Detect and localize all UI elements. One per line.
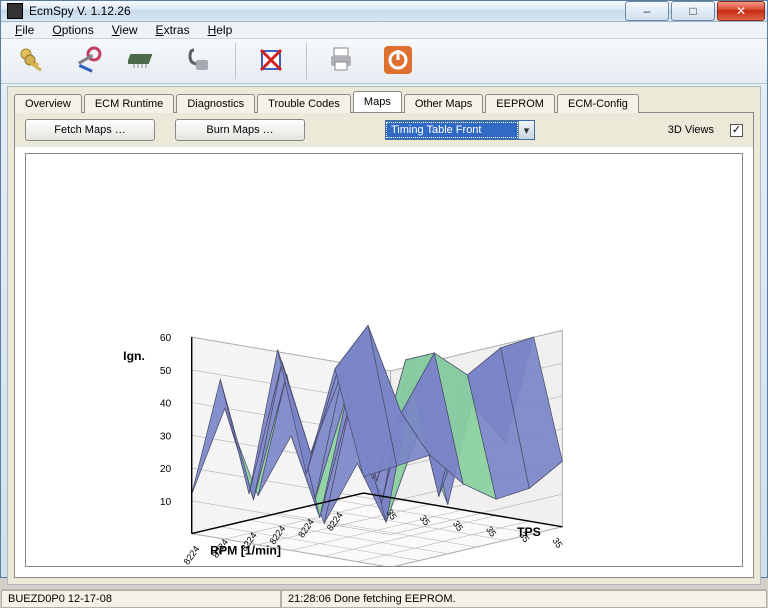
- app-window: EcmSpy V. 1.12.26 – □ ✕ File Options Vie…: [0, 0, 768, 578]
- tab-ecm-runtime[interactable]: ECM Runtime: [84, 94, 174, 113]
- svg-text:35: 35: [550, 536, 564, 550]
- minimize-button[interactable]: –: [625, 1, 669, 21]
- close-button[interactable]: ✕: [717, 1, 765, 21]
- toolbar-separator: [306, 43, 307, 79]
- controls-row: Fetch Maps … Burn Maps … Timing Table Fr…: [15, 113, 753, 147]
- chart-3d: 1020304050608224822482248224822482243535…: [25, 153, 743, 567]
- maximize-button[interactable]: □: [671, 1, 715, 21]
- menu-file[interactable]: File: [7, 22, 42, 38]
- tab-ecm-config[interactable]: ECM-Config: [557, 94, 639, 113]
- keys-icon: [16, 44, 48, 79]
- menu-extras[interactable]: Extras: [148, 22, 198, 38]
- print-icon: [326, 44, 358, 79]
- tabstrip: OverviewECM RuntimeDiagnosticsTrouble Co…: [8, 87, 760, 112]
- menu-options[interactable]: Options: [44, 22, 101, 38]
- toolbar-plug-button[interactable]: [177, 41, 223, 81]
- menubar: File Options View Extras Help: [1, 22, 767, 39]
- toolbar-separator: [235, 43, 236, 79]
- toolbar-x-button[interactable]: [248, 41, 294, 81]
- tab-overview[interactable]: Overview: [14, 94, 82, 113]
- app-icon: [7, 3, 23, 19]
- burn-maps-button[interactable]: Burn Maps …: [175, 119, 305, 141]
- tab-diagnostics[interactable]: Diagnostics: [176, 94, 255, 113]
- svg-text:20: 20: [160, 464, 172, 475]
- toolbar-chip-button[interactable]: [121, 41, 167, 81]
- views-row: 3D Views ✓: [668, 124, 743, 137]
- svg-text:TPS: TPS: [517, 525, 541, 539]
- tab-other-maps[interactable]: Other Maps: [404, 94, 483, 113]
- toolbar-print-button[interactable]: [319, 41, 365, 81]
- tab-maps[interactable]: Maps: [353, 91, 402, 112]
- map-select-value: Timing Table Front: [386, 122, 518, 138]
- svg-text:8224: 8224: [182, 544, 202, 566]
- tab-page-maps: Fetch Maps … Burn Maps … Timing Table Fr…: [14, 112, 754, 578]
- toolbar: [1, 39, 767, 84]
- toolbar-tools-button[interactable]: [65, 41, 111, 81]
- 3d-views-checkbox[interactable]: ✓: [730, 124, 743, 137]
- menu-view[interactable]: View: [104, 22, 146, 38]
- toolbar-keys-button[interactable]: [9, 41, 55, 81]
- toolbar-power-button[interactable]: [375, 41, 421, 81]
- x-icon: [255, 44, 287, 79]
- chip-icon: [128, 44, 160, 79]
- titlebar: EcmSpy V. 1.12.26 – □ ✕: [1, 1, 767, 22]
- svg-text:60: 60: [160, 333, 172, 344]
- dropdown-arrow-icon: ▾: [518, 121, 534, 139]
- svg-text:Ign.: Ign.: [123, 349, 145, 363]
- fetch-maps-button[interactable]: Fetch Maps …: [25, 119, 155, 141]
- map-select[interactable]: Timing Table Front ▾: [385, 120, 535, 140]
- svg-text:50: 50: [160, 366, 172, 377]
- svg-text:RPM [1/min]: RPM [1/min]: [210, 543, 281, 557]
- chart-svg: 1020304050608224822482248224822482243535…: [26, 154, 742, 566]
- svg-text:10: 10: [160, 497, 172, 508]
- tools-icon: [72, 44, 104, 79]
- client-area: OverviewECM RuntimeDiagnosticsTrouble Co…: [7, 86, 761, 585]
- window-buttons: – □ ✕: [625, 1, 765, 21]
- window-title: EcmSpy V. 1.12.26: [29, 4, 625, 18]
- status-left: BUEZD0P0 12-17-08: [1, 590, 281, 608]
- statusbar: BUEZD0P0 12-17-08 21:28:06 Done fetching…: [1, 589, 767, 608]
- svg-text:40: 40: [160, 399, 172, 410]
- 3d-views-label: 3D Views: [668, 124, 714, 136]
- power-icon: [382, 44, 414, 79]
- menu-help[interactable]: Help: [200, 22, 241, 38]
- plug-icon: [184, 44, 216, 79]
- tab-eeprom[interactable]: EEPROM: [485, 94, 555, 113]
- svg-text:30: 30: [160, 431, 172, 442]
- status-right: 21:28:06 Done fetching EEPROM.: [281, 590, 767, 608]
- tab-trouble-codes[interactable]: Trouble Codes: [257, 94, 351, 113]
